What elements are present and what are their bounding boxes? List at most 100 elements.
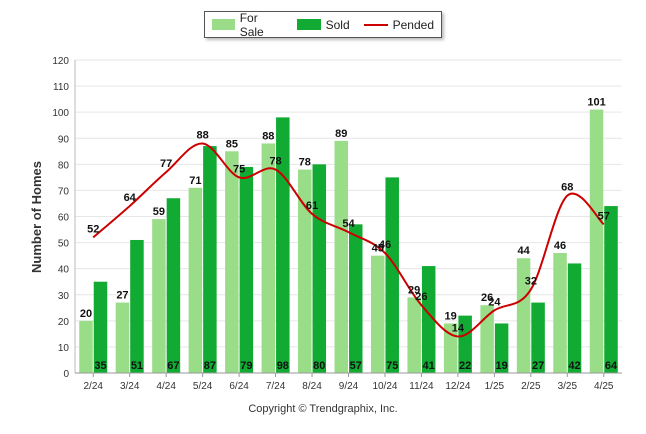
data-label-sold: 57 bbox=[350, 360, 362, 372]
pended-line-path bbox=[92, 142, 605, 338]
data-label-pended: 68 bbox=[561, 182, 573, 194]
data-labels: 20 27 59 71 85 88 78 89 45 29 19 26 44 46 101 35 51 67 87 7… bbox=[80, 97, 618, 372]
data-label-sold: 64 bbox=[605, 360, 618, 372]
data-label-for-sale: 20 bbox=[80, 308, 92, 320]
data-label-for-sale: 89 bbox=[335, 128, 347, 140]
x-tick-label: 11/24 bbox=[409, 381, 434, 392]
data-label-for-sale: 101 bbox=[587, 97, 605, 109]
data-label-sold: 19 bbox=[495, 360, 507, 372]
x-tick-label: 2/24 bbox=[83, 381, 103, 392]
bar-for-sale bbox=[553, 253, 567, 373]
x-tick-label: 3/24 bbox=[120, 381, 140, 392]
y-axis: 0 10 20 30 40 50 60 70 80 90 100 110 120 bbox=[52, 56, 76, 380]
data-label-pended: 52 bbox=[87, 223, 99, 235]
x-tick-label: 5/24 bbox=[193, 381, 213, 392]
y-tick-label: 80 bbox=[58, 160, 70, 171]
data-label-pended: 32 bbox=[525, 276, 537, 288]
data-label-for-sale: 88 bbox=[262, 130, 274, 142]
x-tick-label: 10/24 bbox=[372, 381, 397, 392]
data-label-pended: 77 bbox=[160, 158, 172, 170]
data-label-pended: 57 bbox=[598, 210, 610, 222]
for-sale-swatch bbox=[212, 19, 235, 30]
bar-sold bbox=[93, 281, 108, 373]
data-label-pended: 75 bbox=[233, 163, 245, 175]
bar-sold bbox=[458, 315, 472, 373]
y-tick-label: 50 bbox=[58, 239, 70, 250]
legend-item-for-sale[interactable]: For Sale bbox=[212, 11, 283, 39]
x-tick-label: 12/24 bbox=[445, 381, 470, 392]
y-tick-label: 60 bbox=[58, 213, 70, 224]
bar-for-sale bbox=[261, 143, 276, 373]
bar-for-sale bbox=[589, 109, 604, 373]
y-tick-label: 40 bbox=[58, 265, 70, 276]
data-label-pended: 61 bbox=[306, 200, 318, 212]
bar-for-sale bbox=[407, 297, 421, 373]
bar-sold bbox=[130, 239, 144, 373]
x-tick-label: 4/25 bbox=[594, 381, 614, 392]
data-label-pended: 24 bbox=[488, 296, 501, 308]
data-label-for-sale: 59 bbox=[153, 206, 165, 218]
bar-sold bbox=[385, 177, 399, 373]
bar-for-sale bbox=[152, 219, 166, 373]
bar-for-sale bbox=[298, 169, 312, 373]
data-label-for-sale: 19 bbox=[445, 310, 457, 322]
legend-item-sold[interactable]: Sold bbox=[296, 17, 350, 32]
y-tick-label: 20 bbox=[58, 317, 70, 328]
data-label-sold: 80 bbox=[313, 360, 325, 372]
data-label-sold: 79 bbox=[240, 360, 252, 372]
x-tick-label: 8/24 bbox=[302, 381, 322, 392]
data-label-sold: 87 bbox=[204, 360, 216, 372]
data-label-sold: 42 bbox=[568, 360, 580, 372]
data-label-sold: 27 bbox=[532, 360, 544, 372]
data-label-pended: 14 bbox=[452, 322, 465, 334]
data-label-pended: 46 bbox=[379, 239, 391, 251]
y-tick-label: 100 bbox=[52, 108, 69, 119]
data-label-sold: 75 bbox=[386, 360, 398, 372]
x-tick-label: 9/24 bbox=[339, 381, 359, 392]
bar-for-sale bbox=[516, 258, 531, 373]
grid bbox=[75, 59, 622, 374]
data-label-sold: 22 bbox=[459, 360, 471, 372]
legend-label-sold: Sold bbox=[325, 17, 350, 32]
y-tick-label: 30 bbox=[58, 291, 70, 302]
bar-for-sale bbox=[334, 140, 348, 373]
bar-for-sale bbox=[370, 255, 385, 373]
data-label-pended: 54 bbox=[342, 218, 355, 230]
data-label-pended: 26 bbox=[415, 291, 427, 303]
bar-sold bbox=[421, 266, 436, 373]
x-tick-label: 4/24 bbox=[156, 381, 176, 392]
bar-sold bbox=[567, 263, 582, 373]
data-label-pended: 88 bbox=[197, 129, 209, 141]
data-label-sold: 67 bbox=[167, 360, 179, 372]
y-tick-label: 120 bbox=[52, 56, 69, 67]
legend-item-pended[interactable]: Pended bbox=[363, 17, 434, 32]
bar-sold bbox=[239, 166, 254, 373]
bar-for-sale bbox=[225, 151, 239, 373]
bar-for-sale bbox=[188, 187, 203, 373]
bar-sold bbox=[604, 206, 618, 373]
bars bbox=[79, 109, 618, 373]
data-label-sold: 98 bbox=[277, 360, 289, 372]
pended-line bbox=[92, 142, 605, 338]
bar-sold bbox=[494, 323, 509, 373]
data-label-pended: 78 bbox=[269, 156, 281, 168]
y-tick-label: 10 bbox=[58, 343, 70, 354]
bar-sold bbox=[531, 302, 545, 373]
x-tick-label: 6/24 bbox=[229, 381, 249, 392]
copyright: Copyright © Trendgraphix, Inc. bbox=[248, 403, 398, 415]
x-axis: 2/24 3/24 4/24 5/24 6/24 7/24 8/24 9/24 10/24 11/… bbox=[75, 372, 622, 392]
x-tick-label: 1/25 bbox=[485, 381, 505, 392]
x-tick-label: 3/25 bbox=[558, 381, 578, 392]
pended-swatch bbox=[363, 23, 388, 26]
y-tick-label: 70 bbox=[58, 186, 70, 197]
data-label-for-sale: 71 bbox=[189, 175, 201, 187]
bar-sold bbox=[349, 224, 363, 373]
data-label-for-sale: 85 bbox=[226, 138, 238, 150]
y-axis-title: Number of Homes bbox=[29, 161, 44, 273]
data-label-sold: 35 bbox=[94, 360, 106, 372]
legend-label-pended: Pended bbox=[392, 17, 434, 32]
data-label-for-sale: 78 bbox=[299, 157, 311, 169]
legend: For Sale Sold Pended bbox=[204, 11, 442, 39]
sold-swatch bbox=[296, 19, 321, 30]
